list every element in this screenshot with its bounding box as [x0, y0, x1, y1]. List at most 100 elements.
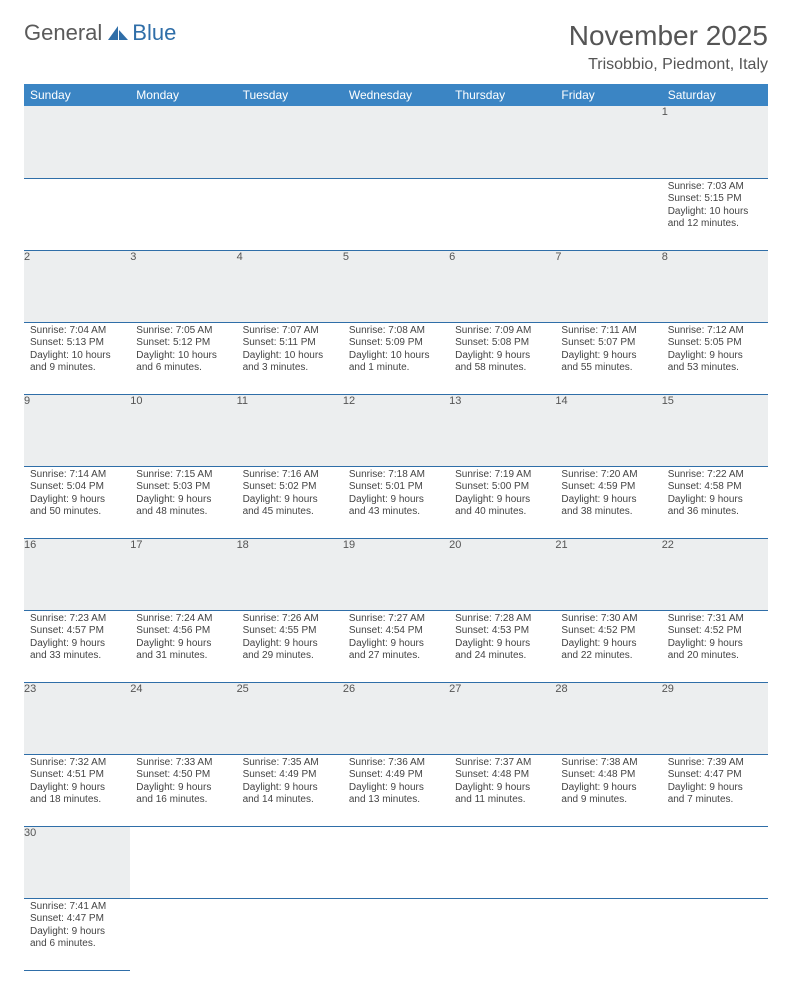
sunrise-text: Sunrise: 7:04 AM: [30, 325, 124, 338]
day-number-cell: 18: [237, 538, 343, 610]
weekday-header-row: SundayMondayTuesdayWednesdayThursdayFrid…: [24, 84, 768, 106]
sunrise-text: Sunrise: 7:30 AM: [561, 613, 655, 626]
day-body: Sunrise: 7:38 AMSunset: 4:48 PMDaylight:…: [555, 755, 661, 811]
day-body: Sunrise: 7:18 AMSunset: 5:01 PMDaylight:…: [343, 467, 449, 523]
day-body: Sunrise: 7:12 AMSunset: 5:05 PMDaylight:…: [662, 323, 768, 379]
sunset-text: Sunset: 5:12 PM: [136, 337, 230, 350]
sunrise-text: Sunrise: 7:19 AM: [455, 469, 549, 482]
day-number-cell: [662, 826, 768, 898]
day-cell: Sunrise: 7:03 AMSunset: 5:15 PMDaylight:…: [662, 178, 768, 250]
sunset-text: Sunset: 5:15 PM: [668, 193, 762, 206]
day-cell: Sunrise: 7:36 AMSunset: 4:49 PMDaylight:…: [343, 754, 449, 826]
sunset-text: Sunset: 4:47 PM: [30, 913, 124, 926]
sunrise-text: Sunrise: 7:03 AM: [668, 181, 762, 194]
weekday-header: Saturday: [662, 84, 768, 106]
day-content-row: Sunrise: 7:14 AMSunset: 5:04 PM Daylight:…: [24, 466, 768, 538]
day-body: Sunrise: 7:32 AMSunset: 4:51 PMDaylight:…: [24, 755, 130, 811]
day-number-row: 9101112131415: [24, 394, 768, 466]
calendar-page: General Blue November 2025 Trisobbio, Pi…: [0, 0, 792, 991]
day-number-cell: 16: [24, 538, 130, 610]
daylight-text: Daylight: 9 hours and 45 minutes.: [243, 494, 337, 519]
day-number-cell: 25: [237, 682, 343, 754]
day-number-cell: [343, 106, 449, 178]
day-body: Sunrise: 7:11 AMSunset: 5:07 PMDaylight:…: [555, 323, 661, 379]
day-cell: Sunrise: 7:35 AMSunset: 4:49 PMDaylight:…: [237, 754, 343, 826]
day-cell: [449, 898, 555, 970]
day-number-cell: 17: [130, 538, 236, 610]
day-cell: Sunrise: 7:31 AMSunset: 4:52 PMDaylight:…: [662, 610, 768, 682]
brand-text-2: Blue: [132, 20, 176, 46]
day-cell: Sunrise: 7:14 AMSunset: 5:04 PMDaylight:…: [24, 466, 130, 538]
day-number-row: 1: [24, 106, 768, 178]
day-cell: Sunrise: 7:19 AMSunset: 5:00 PMDaylight:…: [449, 466, 555, 538]
day-body: Sunrise: 7:09 AMSunset: 5:08 PMDaylight:…: [449, 323, 555, 379]
sunset-text: Sunset: 4:59 PM: [561, 481, 655, 494]
sunrise-text: Sunrise: 7:38 AM: [561, 757, 655, 770]
sunset-text: Sunset: 4:50 PM: [136, 769, 230, 782]
sail-icon: [106, 24, 130, 42]
daylight-text: Daylight: 10 hours and 12 minutes.: [668, 206, 762, 231]
weekday-header: Tuesday: [237, 84, 343, 106]
daylight-text: Daylight: 9 hours and 33 minutes.: [30, 638, 124, 663]
sunset-text: Sunset: 5:01 PM: [349, 481, 443, 494]
sunrise-text: Sunrise: 7:31 AM: [668, 613, 762, 626]
sunset-text: Sunset: 5:04 PM: [30, 481, 124, 494]
daylight-text: Daylight: 9 hours and 13 minutes.: [349, 782, 443, 807]
day-cell: [555, 178, 661, 250]
day-number-row: 16171819202122: [24, 538, 768, 610]
sunset-text: Sunset: 4:48 PM: [561, 769, 655, 782]
daylight-text: Daylight: 9 hours and 36 minutes.: [668, 494, 762, 519]
sunset-text: Sunset: 4:47 PM: [668, 769, 762, 782]
day-cell: Sunrise: 7:28 AMSunset: 4:53 PMDaylight:…: [449, 610, 555, 682]
day-number-cell: 12: [343, 394, 449, 466]
sunrise-text: Sunrise: 7:35 AM: [243, 757, 337, 770]
sunrise-text: Sunrise: 7:28 AM: [455, 613, 549, 626]
day-number-cell: 29: [662, 682, 768, 754]
day-cell: Sunrise: 7:07 AMSunset: 5:11 PMDaylight:…: [237, 322, 343, 394]
sunrise-text: Sunrise: 7:08 AM: [349, 325, 443, 338]
brand-text-1: General: [24, 20, 102, 46]
day-number-cell: 10: [130, 394, 236, 466]
day-cell: [449, 178, 555, 250]
day-number-cell: 20: [449, 538, 555, 610]
day-body: Sunrise: 7:03 AMSunset: 5:15 PMDaylight:…: [662, 179, 768, 235]
day-number-cell: 1: [662, 106, 768, 178]
daylight-text: Daylight: 9 hours and 43 minutes.: [349, 494, 443, 519]
day-body: Sunrise: 7:07 AMSunset: 5:11 PMDaylight:…: [237, 323, 343, 379]
day-cell: [237, 178, 343, 250]
sunrise-text: Sunrise: 7:12 AM: [668, 325, 762, 338]
day-body: Sunrise: 7:26 AMSunset: 4:55 PMDaylight:…: [237, 611, 343, 667]
daylight-text: Daylight: 9 hours and 20 minutes.: [668, 638, 762, 663]
sunrise-text: Sunrise: 7:32 AM: [30, 757, 124, 770]
day-number-cell: [24, 106, 130, 178]
sunrise-text: Sunrise: 7:14 AM: [30, 469, 124, 482]
location-label: Trisobbio, Piedmont, Italy: [569, 56, 768, 74]
day-number-cell: 5: [343, 250, 449, 322]
sunrise-text: Sunrise: 7:11 AM: [561, 325, 655, 338]
sunrise-text: Sunrise: 7:22 AM: [668, 469, 762, 482]
day-cell: Sunrise: 7:39 AMSunset: 4:47 PMDaylight:…: [662, 754, 768, 826]
sunrise-text: Sunrise: 7:39 AM: [668, 757, 762, 770]
day-number-cell: 26: [343, 682, 449, 754]
daylight-text: Daylight: 9 hours and 24 minutes.: [455, 638, 549, 663]
day-number-cell: 30: [24, 826, 130, 898]
day-body: Sunrise: 7:27 AMSunset: 4:54 PMDaylight:…: [343, 611, 449, 667]
sunrise-text: Sunrise: 7:26 AM: [243, 613, 337, 626]
sunrise-text: Sunrise: 7:27 AM: [349, 613, 443, 626]
day-cell: Sunrise: 7:12 AMSunset: 5:05 PMDaylight:…: [662, 322, 768, 394]
day-cell: Sunrise: 7:16 AMSunset: 5:02 PMDaylight:…: [237, 466, 343, 538]
day-body: Sunrise: 7:08 AMSunset: 5:09 PMDaylight:…: [343, 323, 449, 379]
day-cell: Sunrise: 7:26 AMSunset: 4:55 PMDaylight:…: [237, 610, 343, 682]
sunrise-text: Sunrise: 7:16 AM: [243, 469, 337, 482]
day-body: Sunrise: 7:28 AMSunset: 4:53 PMDaylight:…: [449, 611, 555, 667]
sunset-text: Sunset: 5:08 PM: [455, 337, 549, 350]
day-cell: [237, 898, 343, 970]
day-body: Sunrise: 7:19 AMSunset: 5:00 PMDaylight:…: [449, 467, 555, 523]
day-cell: Sunrise: 7:15 AMSunset: 5:03 PMDaylight:…: [130, 466, 236, 538]
sunrise-text: Sunrise: 7:33 AM: [136, 757, 230, 770]
sunset-text: Sunset: 4:55 PM: [243, 625, 337, 638]
sunrise-text: Sunrise: 7:36 AM: [349, 757, 443, 770]
day-number-cell: 2: [24, 250, 130, 322]
day-cell: [130, 178, 236, 250]
day-number-cell: 6: [449, 250, 555, 322]
